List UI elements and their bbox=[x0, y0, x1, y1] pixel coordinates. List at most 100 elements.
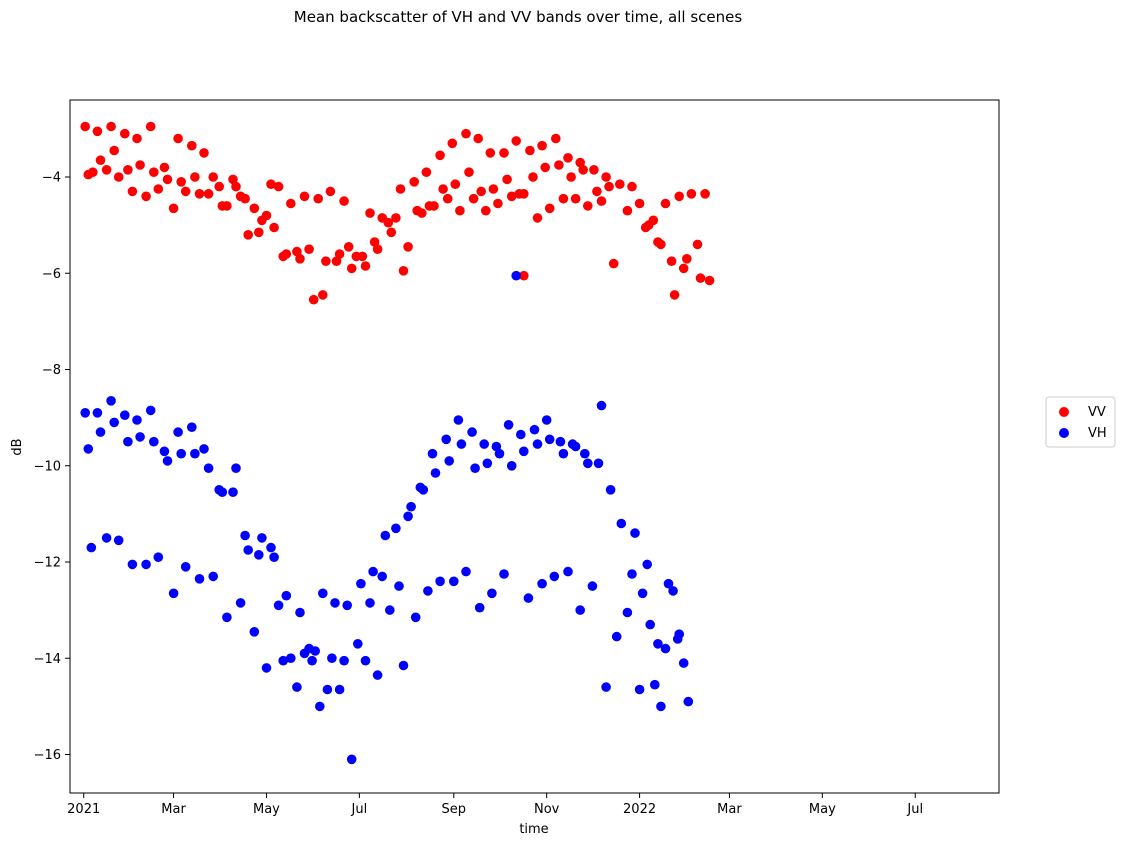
data-point-vh bbox=[444, 456, 455, 466]
data-point-vh bbox=[516, 429, 526, 440]
data-point-vh bbox=[575, 605, 585, 615]
data-point-vv bbox=[669, 290, 680, 300]
data-point-vh bbox=[149, 436, 159, 447]
data-point-vv bbox=[135, 160, 145, 170]
data-point-vh bbox=[580, 448, 590, 459]
x-tick-label: Sep bbox=[442, 802, 467, 817]
y-tick-label: −10 bbox=[34, 459, 61, 474]
legend-label-vv: VV bbox=[1088, 405, 1106, 420]
data-point-vv bbox=[346, 263, 357, 274]
data-point-vh bbox=[523, 593, 534, 603]
data-point-vv bbox=[589, 165, 599, 175]
data-point-vh bbox=[127, 559, 138, 570]
y-axis: −16 −14 −12 −10 −8 −6 −4 bbox=[34, 171, 70, 763]
data-point-vh bbox=[261, 663, 272, 673]
data-point-vv bbox=[199, 148, 209, 158]
data-point-vv bbox=[360, 261, 371, 271]
legend-marker-vh bbox=[1059, 428, 1069, 438]
data-point-vh bbox=[674, 629, 684, 639]
data-point-vh bbox=[109, 417, 119, 428]
data-point-vh bbox=[203, 463, 214, 474]
data-point-vh bbox=[541, 415, 552, 425]
y-tick-label: −6 bbox=[42, 267, 61, 282]
data-point-vh bbox=[503, 420, 514, 430]
data-point-vh bbox=[217, 487, 228, 498]
data-point-vv bbox=[313, 193, 324, 204]
data-point-vh bbox=[269, 552, 279, 562]
data-point-vv bbox=[88, 167, 98, 177]
data-point-vv bbox=[331, 256, 342, 267]
data-point-vv bbox=[281, 249, 292, 259]
data-point-vv bbox=[141, 191, 151, 202]
data-point-vv bbox=[180, 186, 191, 197]
data-point-vv bbox=[273, 181, 284, 192]
data-point-vh bbox=[593, 458, 604, 469]
data-point-vh bbox=[208, 571, 218, 582]
x-tick-label: May bbox=[253, 802, 280, 817]
x-axis-label: time bbox=[519, 822, 548, 837]
data-point-vv bbox=[499, 148, 509, 158]
data-point-vv bbox=[249, 203, 260, 214]
data-point-vv bbox=[253, 227, 264, 238]
data-point-vh bbox=[372, 670, 383, 680]
legend: VV VH bbox=[1045, 396, 1116, 448]
data-point-vv bbox=[578, 165, 588, 175]
data-point-vh bbox=[558, 448, 569, 459]
data-point-vv bbox=[682, 253, 692, 264]
data-point-vh bbox=[368, 566, 378, 577]
data-point-vv bbox=[145, 121, 156, 132]
data-point-vv bbox=[222, 201, 232, 211]
data-point-vv bbox=[511, 136, 521, 146]
data-point-vh bbox=[532, 439, 543, 449]
data-point-vh bbox=[176, 448, 186, 459]
data-point-vh bbox=[683, 696, 694, 707]
data-point-vv bbox=[92, 126, 103, 137]
data-point-vv bbox=[187, 140, 197, 151]
data-point-vh bbox=[187, 422, 197, 433]
data-point-vh bbox=[474, 602, 485, 613]
data-point-vv bbox=[321, 256, 331, 267]
data-point-vh bbox=[461, 566, 471, 577]
data-point-vh bbox=[190, 448, 200, 459]
data-point-vv bbox=[519, 270, 529, 281]
data-point-vh bbox=[235, 598, 246, 608]
data-point-vh bbox=[470, 463, 480, 474]
data-point-vh bbox=[587, 581, 598, 591]
data-point-vv bbox=[502, 174, 512, 185]
data-point-vv bbox=[308, 294, 319, 305]
data-point-vv bbox=[80, 121, 90, 132]
series-vh bbox=[80, 270, 694, 765]
data-point-vh bbox=[423, 586, 433, 596]
data-point-vv bbox=[481, 205, 491, 216]
data-point-vh bbox=[616, 518, 627, 529]
data-point-vh bbox=[653, 639, 663, 649]
data-point-vv bbox=[488, 184, 499, 194]
data-point-vv bbox=[421, 167, 432, 177]
data-point-vv bbox=[292, 246, 302, 257]
data-point-vv bbox=[261, 210, 272, 221]
data-point-vh bbox=[173, 427, 183, 437]
data-point-vh bbox=[101, 533, 112, 543]
data-point-vv bbox=[243, 230, 253, 240]
data-point-vh bbox=[441, 434, 452, 445]
data-point-vh bbox=[380, 530, 391, 541]
data-point-vv bbox=[666, 256, 677, 267]
data-point-vh bbox=[519, 446, 529, 457]
data-point-vh bbox=[295, 607, 305, 618]
data-point-vh bbox=[83, 444, 94, 454]
data-point-vh bbox=[278, 655, 289, 666]
data-point-vv bbox=[286, 198, 296, 209]
data-point-vv bbox=[537, 140, 547, 151]
data-point-vh bbox=[353, 639, 363, 649]
data-point-vv bbox=[194, 189, 205, 199]
data-point-vv bbox=[601, 172, 611, 182]
data-point-vv bbox=[468, 193, 479, 204]
data-point-vh bbox=[491, 441, 502, 452]
data-point-vh bbox=[330, 598, 340, 608]
x-tick-label: Mar bbox=[717, 802, 742, 817]
data-point-vh bbox=[645, 619, 655, 630]
data-point-vh bbox=[596, 400, 607, 411]
data-point-vv bbox=[596, 196, 607, 206]
